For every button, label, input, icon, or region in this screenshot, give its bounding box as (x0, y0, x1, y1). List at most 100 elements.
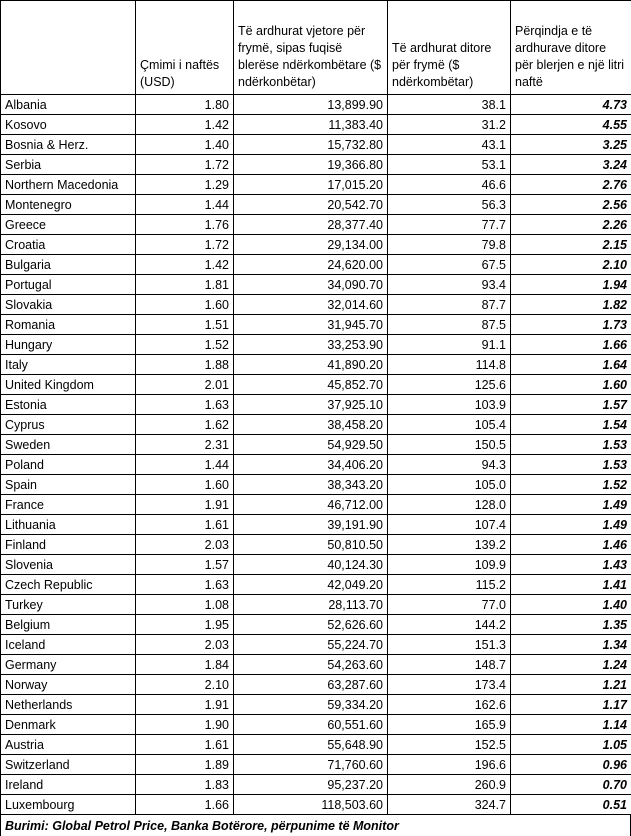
value-cell: 2.15 (510, 234, 631, 255)
value-cell: 1.49 (510, 494, 631, 515)
value-cell: 148.7 (387, 654, 511, 675)
table-row: Germany 1.84 54,263.60 148.7 1.24 (0, 654, 631, 675)
country-cell: Lithuania (0, 514, 136, 535)
value-cell: 1.64 (510, 354, 631, 375)
table-row: Switzerland 1.89 71,760.60 196.6 0.96 (0, 754, 631, 775)
table-row: Portugal 1.81 34,090.70 93.4 1.94 (0, 274, 631, 295)
value-cell: 0.96 (510, 754, 631, 775)
table-row: Romania 1.51 31,945.70 87.5 1.73 (0, 314, 631, 335)
value-cell: 38.1 (387, 94, 511, 115)
value-cell: 53.1 (387, 154, 511, 175)
country-cell: Ireland (0, 774, 136, 795)
value-cell: 15,732.80 (233, 134, 388, 155)
value-cell: 1.72 (135, 234, 234, 255)
country-cell: Bulgaria (0, 254, 136, 275)
header-cell: Përqindja e të ardhurave ditore për bler… (510, 0, 631, 95)
country-cell: United Kingdom (0, 374, 136, 395)
country-cell: Albania (0, 94, 136, 115)
value-cell: 56.3 (387, 194, 511, 215)
value-cell: 1.72 (135, 154, 234, 175)
value-cell: 13,899.90 (233, 94, 388, 115)
value-cell: 1.21 (510, 674, 631, 695)
value-cell: 63,287.60 (233, 674, 388, 695)
value-cell: 1.41 (510, 574, 631, 595)
value-cell: 55,224.70 (233, 634, 388, 655)
table-row: Norway 2.10 63,287.60 173.4 1.21 (0, 674, 631, 695)
value-cell: 1.62 (135, 414, 234, 435)
value-cell: 105.0 (387, 474, 511, 495)
table-row: Kosovo 1.42 11,383.40 31.2 4.55 (0, 114, 631, 135)
value-cell: 150.5 (387, 434, 511, 455)
value-cell: 2.10 (510, 254, 631, 275)
value-cell: 31,945.70 (233, 314, 388, 335)
value-cell: 45,852.70 (233, 374, 388, 395)
table-body: Albania 1.80 13,899.90 38.1 4.73 Kosovo 1.42 11… (0, 94, 631, 815)
value-cell: 43.1 (387, 134, 511, 155)
header-cell: Të ardhurat ditore për frymë ($ ndërkomb… (387, 0, 511, 95)
value-cell: 144.2 (387, 614, 511, 635)
value-cell: 1.66 (135, 794, 234, 815)
table-row: Austria 1.61 55,648.90 152.5 1.05 (0, 734, 631, 755)
value-cell: 54,929.50 (233, 434, 388, 455)
table-row: Hungary 1.52 33,253.90 91.1 1.66 (0, 334, 631, 355)
country-cell: Turkey (0, 594, 136, 615)
value-cell: 46,712.00 (233, 494, 388, 515)
value-cell: 19,366.80 (233, 154, 388, 175)
country-cell: Cyprus (0, 414, 136, 435)
data-table: Çmimi i naftës (USD) Të ardhurat vjetore… (0, 0, 631, 815)
value-cell: 173.4 (387, 674, 511, 695)
value-cell: 55,648.90 (233, 734, 388, 755)
value-cell: 67.5 (387, 254, 511, 275)
value-cell: 1.89 (135, 754, 234, 775)
value-cell: 24,620.00 (233, 254, 388, 275)
value-cell: 50,810.50 (233, 534, 388, 555)
value-cell: 1.51 (135, 314, 234, 335)
value-cell: 3.24 (510, 154, 631, 175)
value-cell: 1.80 (135, 94, 234, 115)
value-cell: 1.40 (135, 134, 234, 155)
value-cell: 1.60 (135, 474, 234, 495)
value-cell: 1.82 (510, 294, 631, 315)
value-cell: 33,253.90 (233, 334, 388, 355)
value-cell: 1.61 (135, 734, 234, 755)
value-cell: 1.44 (135, 454, 234, 475)
table-row: Poland 1.44 34,406.20 94.3 1.53 (0, 454, 631, 475)
value-cell: 1.43 (510, 554, 631, 575)
value-cell: 79.8 (387, 234, 511, 255)
value-cell: 1.49 (510, 514, 631, 535)
table-row: Slovakia 1.60 32,014.60 87.7 1.82 (0, 294, 631, 315)
header-cell (0, 0, 136, 95)
country-cell: Estonia (0, 394, 136, 415)
value-cell: 1.05 (510, 734, 631, 755)
country-cell: Greece (0, 214, 136, 235)
country-cell: Bosnia & Herz. (0, 134, 136, 155)
value-cell: 109.9 (387, 554, 511, 575)
value-cell: 1.40 (510, 594, 631, 615)
value-cell: 3.25 (510, 134, 631, 155)
country-cell: Belgium (0, 614, 136, 635)
table-row: France 1.91 46,712.00 128.0 1.49 (0, 494, 631, 515)
value-cell: 71,760.60 (233, 754, 388, 775)
country-cell: Romania (0, 314, 136, 335)
country-cell: Germany (0, 654, 136, 675)
value-cell: 20,542.70 (233, 194, 388, 215)
value-cell: 260.9 (387, 774, 511, 795)
table-row: Northern Macedonia 1.29 17,015.20 46.6 2.76 (0, 174, 631, 195)
value-cell: 59,334.20 (233, 694, 388, 715)
table-row: Turkey 1.08 28,113.70 77.0 1.40 (0, 594, 631, 615)
value-cell: 1.91 (135, 494, 234, 515)
table-row: Czech Republic 1.63 42,049.20 115.2 1.41 (0, 574, 631, 595)
country-cell: Northern Macedonia (0, 174, 136, 195)
value-cell: 1.94 (510, 274, 631, 295)
value-cell: 32,014.60 (233, 294, 388, 315)
value-cell: 77.7 (387, 214, 511, 235)
table-header: Çmimi i naftës (USD) Të ardhurat vjetore… (0, 0, 631, 95)
value-cell: 2.26 (510, 214, 631, 235)
value-cell: 1.29 (135, 174, 234, 195)
value-cell: 1.57 (135, 554, 234, 575)
value-cell: 151.3 (387, 634, 511, 655)
country-cell: Sweden (0, 434, 136, 455)
value-cell: 162.6 (387, 694, 511, 715)
table-row: Lithuania 1.61 39,191.90 107.4 1.49 (0, 514, 631, 535)
value-cell: 196.6 (387, 754, 511, 775)
